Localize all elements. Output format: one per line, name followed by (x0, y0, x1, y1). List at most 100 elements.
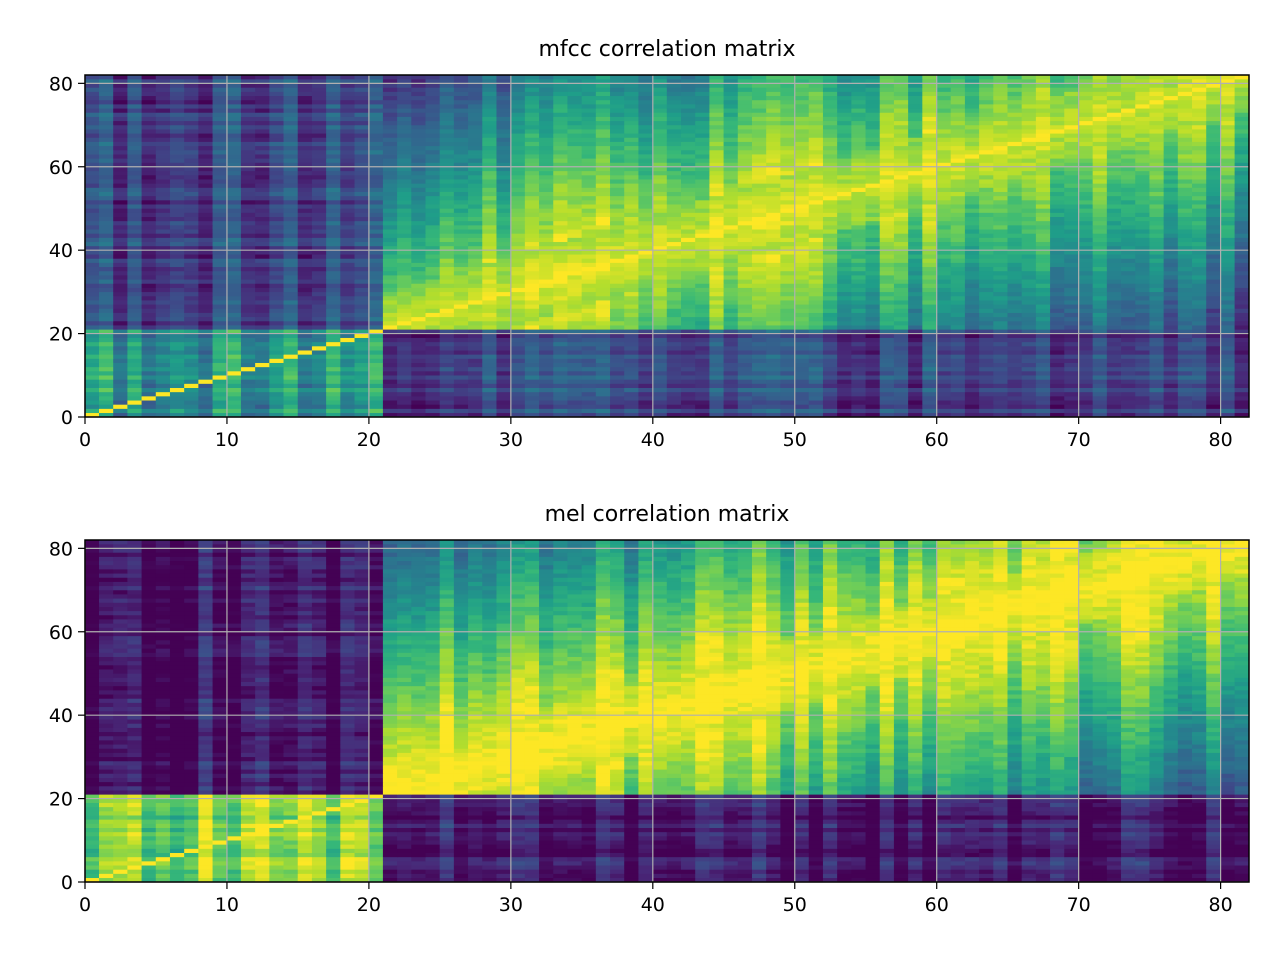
heatmap-cell (638, 387, 654, 393)
heatmap-cell (368, 216, 384, 222)
heatmap-cell (184, 404, 199, 409)
heatmap-cell (1035, 212, 1051, 217)
heatmap-cell (865, 170, 881, 176)
heatmap-cell (780, 395, 795, 401)
heatmap-cell (482, 304, 497, 309)
heatmap-cell (553, 350, 568, 355)
heatmap-cell (624, 366, 639, 372)
heatmap-cell (141, 412, 157, 418)
heatmap-cell (1234, 170, 1250, 176)
heatmap-cell (936, 358, 952, 363)
heatmap-cell (226, 166, 242, 172)
heatmap-cell (212, 312, 228, 318)
heatmap-cell (240, 345, 256, 351)
heatmap-cell (837, 412, 852, 418)
heatmap-cell (1078, 266, 1094, 272)
heatmap-cell (226, 195, 242, 201)
heatmap-cell (581, 375, 597, 380)
heatmap-cell (766, 291, 781, 297)
heatmap-cell (666, 350, 682, 355)
heatmap-cell (922, 387, 937, 393)
heatmap-cell (908, 220, 923, 226)
heatmap-cell (638, 304, 654, 309)
heatmap-cell (652, 329, 668, 334)
heatmap-cell (681, 345, 696, 351)
heatmap-cell (1149, 370, 1165, 376)
heatmap-cell (84, 345, 100, 351)
heatmap-cell (524, 275, 540, 280)
heatmap-cell (936, 220, 952, 226)
heatmap-cell (595, 183, 611, 188)
heatmap-cell (453, 291, 469, 297)
heatmap-cell (184, 224, 199, 230)
heatmap-cell (1050, 224, 1065, 230)
heatmap-cell (723, 212, 739, 217)
heatmap-cell (610, 237, 625, 243)
heatmap-cell (397, 400, 412, 405)
heatmap-cell (368, 195, 384, 201)
heatmap-cell (581, 283, 597, 288)
heatmap-cell (255, 166, 270, 172)
heatmap-cell (652, 279, 668, 284)
heatmap-cell (397, 187, 412, 192)
heatmap-cell (581, 383, 597, 388)
heatmap-cell (624, 320, 639, 326)
heatmap-cell (595, 224, 611, 230)
heatmap-cell (539, 187, 554, 192)
heatmap-cell (212, 229, 228, 234)
heatmap-cell (822, 370, 838, 376)
heatmap-cell (524, 295, 540, 301)
heatmap-cell (567, 212, 583, 217)
heatmap-cell (269, 320, 284, 326)
heatmap-cell (382, 174, 398, 180)
heatmap-cell (198, 412, 213, 418)
heatmap-cell (695, 325, 710, 330)
heatmap-cell (837, 212, 852, 217)
heatmap-cell (595, 249, 611, 255)
heatmap-cell (1149, 187, 1165, 192)
heatmap-cell (993, 354, 1008, 359)
heatmap-cell (127, 391, 142, 397)
heatmap-cell (893, 233, 909, 238)
heatmap-cell (354, 412, 370, 418)
heatmap-cell (283, 162, 299, 167)
heatmap-cell (709, 275, 724, 280)
heatmap-cell (510, 179, 526, 184)
heatmap-cell (453, 279, 469, 284)
heatmap-cell (1007, 395, 1023, 401)
heatmap-cell (240, 337, 256, 343)
heatmap-cell (1035, 391, 1051, 397)
heatmap-cell (382, 375, 398, 380)
heatmap-cell (155, 191, 171, 197)
heatmap-cell (1007, 345, 1023, 351)
heatmap-cell (212, 404, 228, 409)
heatmap-cell (567, 308, 583, 313)
heatmap-cell (794, 212, 810, 217)
heatmap-cell (184, 275, 199, 280)
heatmap-cell (1106, 199, 1122, 205)
heatmap-cell (837, 308, 852, 313)
heatmap-cell (737, 304, 753, 309)
heatmap-cell (283, 329, 299, 334)
heatmap-cell (865, 258, 881, 263)
heatmap-cell (893, 391, 909, 397)
heatmap-cell (297, 187, 313, 192)
heatmap-cell (411, 358, 426, 363)
heatmap-cell (382, 300, 398, 305)
heatmap-cell (666, 195, 682, 201)
heatmap-cell (510, 166, 526, 172)
heatmap-cell (127, 400, 142, 405)
heatmap-cell (1121, 329, 1136, 334)
heatmap-cell (453, 258, 469, 263)
heatmap-cell (723, 366, 739, 372)
heatmap-cell (766, 412, 781, 418)
heatmap-cell (411, 187, 426, 192)
heatmap-cell (482, 208, 497, 213)
heatmap-cell (737, 170, 753, 176)
heatmap-cell (610, 262, 625, 268)
heatmap-cell (1163, 270, 1179, 276)
heatmap-cell (1106, 270, 1122, 276)
heatmap-cell (141, 208, 157, 213)
heatmap-cell (993, 241, 1008, 247)
heatmap-cell (1135, 375, 1150, 380)
